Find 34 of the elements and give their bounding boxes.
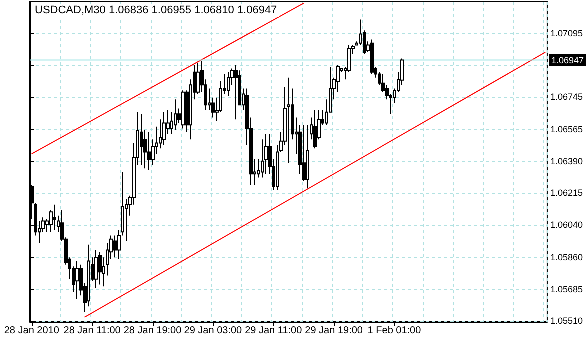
x-tick-label: 29 Jan 03:00 [184,326,243,336]
candlestick [162,112,166,146]
x-tick-label: 29 Jan 19:00 [305,326,364,336]
candlestick [287,77,290,164]
candlestick [140,114,143,166]
x-tick-label: 28 Jan 19:00 [124,326,182,336]
x-tick-label: 28 Jan 2010 [4,326,60,336]
candlestick [181,90,185,130]
y-tick-label: 1.05510 [550,316,584,326]
y-tick-label: 1.07095 [550,28,584,38]
y-tick-label: 1.06215 [550,188,584,198]
candlestick [94,250,98,289]
candlestick [306,124,309,190]
y-tick-label: 1.05860 [550,252,584,263]
candlestick [370,39,374,75]
y-tick-label: 1.06745 [550,92,584,102]
y-tick-label: 1.05685 [550,284,584,294]
candlestick [313,110,317,150]
y-tick-label: 1.06390 [550,156,584,166]
candlestick [147,132,151,171]
chart-title: USDCAD,M30 1.06836 1.06955 1.06810 1.06947 [35,4,278,16]
candlestick [98,252,102,286]
candlestick [75,260,79,300]
y-tick-label: 1.06040 [550,220,584,230]
candlestick [227,72,230,97]
x-tick-label: 29 Jan 11:00 [245,326,303,336]
x-tick-label: 1 Feb 01:00 [368,326,422,336]
candlestick [53,204,56,231]
candlestick [264,134,268,175]
y-tick-label: 1.06565 [550,124,584,135]
ref-line-label: 1.06947 [551,55,584,66]
candlestick [174,99,177,132]
x-tick-label: 28 Jan 11:00 [64,326,122,336]
candlestick [234,64,238,120]
